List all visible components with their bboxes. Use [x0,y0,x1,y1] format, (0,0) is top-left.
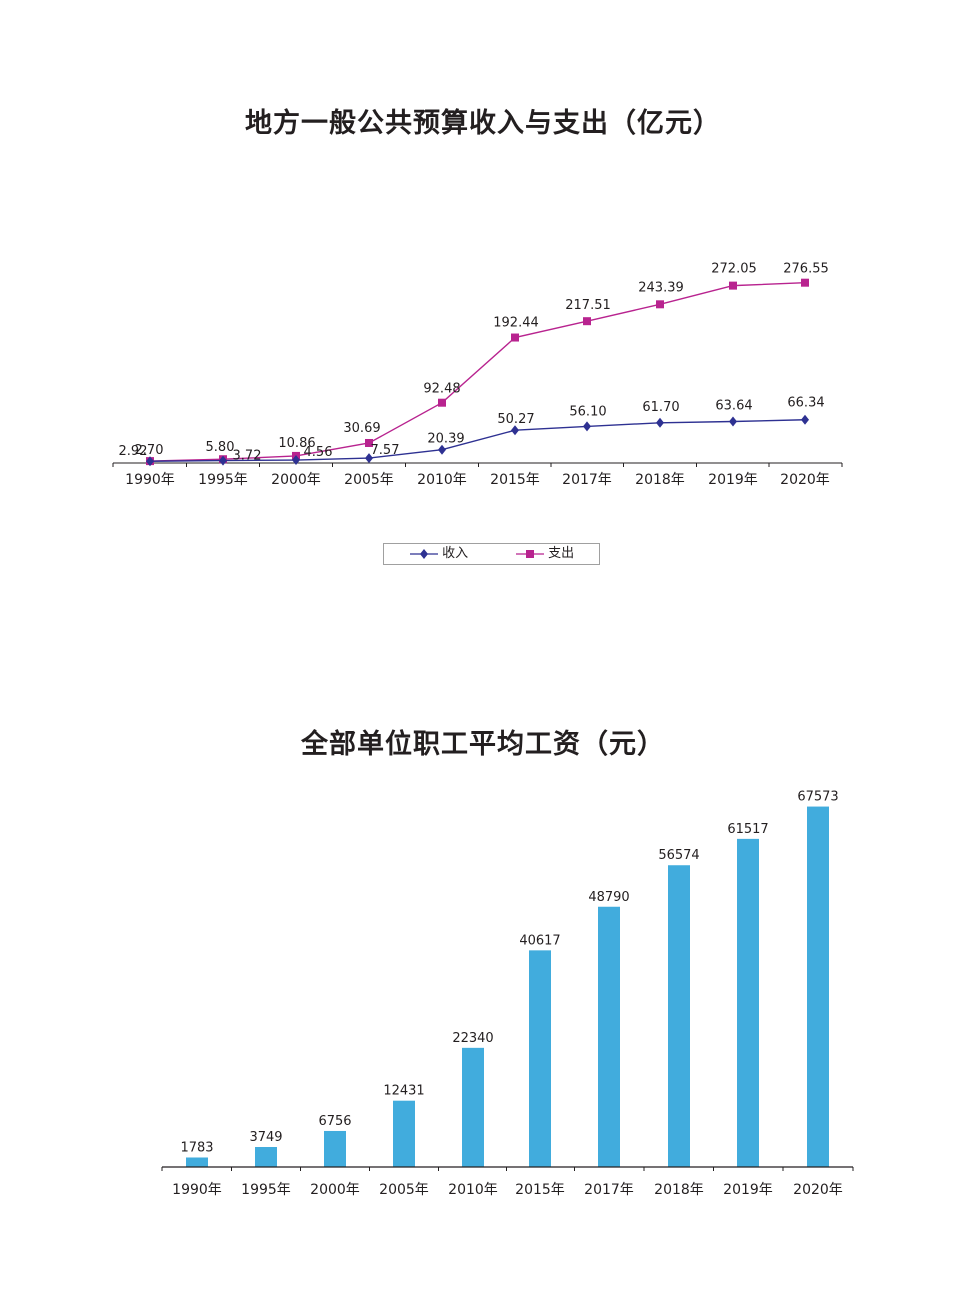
x-tick-label: 2015年 [515,1182,565,1198]
data-point-expenditure [365,438,373,447]
data-label-expenditure: 2.92 [119,444,148,459]
data-label-expenditure: 10.86 [278,436,315,451]
data-label-expenditure: 217.51 [565,298,611,313]
data-point-income [438,444,446,455]
data-point-expenditure [438,398,446,407]
x-tick-label: 2020年 [793,1182,843,1198]
data-label-expenditure: 5.80 [206,440,235,455]
x-tick-label: 2018年 [635,472,685,488]
data-label-expenditure: 30.69 [343,421,380,436]
data-point-expenditure [656,300,664,309]
data-point-income [656,417,664,428]
x-tick-label: 1995年 [198,472,248,488]
legend-expenditure-marker [516,550,544,558]
data-label-income: 2.70 [135,443,164,458]
data-label: 48790 [588,890,629,905]
data-label-expenditure: 276.55 [783,262,829,277]
x-tick-label: 2010年 [417,472,467,488]
x-tick-label: 2005年 [379,1182,429,1198]
data-label: 67573 [797,790,838,805]
data-label-expenditure: 272.05 [711,262,757,277]
bar [462,1047,484,1167]
x-tick-label: 1990年 [125,472,175,488]
bar [598,906,620,1167]
legend-expenditure-label: 支出 [548,546,575,561]
x-tick-label: 2015年 [490,472,540,488]
data-label: 40617 [519,933,560,948]
x-tick-label: 1995年 [241,1182,291,1198]
data-point-income [365,453,373,464]
data-label-income: 66.34 [787,396,824,411]
data-label: 6756 [318,1114,351,1129]
chart1-plot: 1990年 1995年 2000年 2005年 2010年 2015年 2017年 2018年… [112,262,843,488]
x-tick-label: 2017年 [584,1182,634,1198]
data-label: 22340 [452,1031,493,1046]
x-tick-label: 2020年 [780,472,830,488]
data-label-income: 4.56 [304,445,333,460]
bar [529,950,551,1167]
data-label-expenditure: 243.39 [638,280,684,295]
x-tick-label: 2019年 [708,472,758,488]
bar [737,838,759,1167]
data-label-income: 20.39 [427,432,464,447]
legend-income-marker [410,549,438,559]
x-tick-label: 2018年 [654,1182,704,1198]
data-label: 3749 [249,1130,282,1145]
series-line-expenditure [149,281,806,462]
data-label: 61517 [727,822,768,837]
series-line-income [149,419,806,462]
bar [668,865,690,1167]
data-point-income [729,416,737,427]
data-point-income [801,414,809,425]
bar [393,1100,415,1167]
x-tick-label: 2010年 [448,1182,498,1198]
data-label-expenditure: 92.48 [423,382,460,397]
x-tick-label: 2000年 [271,472,321,488]
data-point-expenditure [511,333,519,342]
chart1-legend: 收入 支出 [383,543,600,565]
legend-item-income: 收入 [410,547,468,561]
x-tick-label: 2017年 [562,472,612,488]
data-point-income [583,421,591,432]
data-label-income: 50.27 [497,412,534,427]
data-point-expenditure [583,317,591,326]
x-tick-label: 1990年 [172,1182,222,1198]
data-label-expenditure: 192.44 [493,316,539,331]
data-label-income: 7.57 [371,443,400,458]
data-label-income: 63.64 [715,399,752,414]
x-tick-label: 2005年 [344,472,394,488]
bar [255,1147,277,1167]
data-point-expenditure [729,281,737,290]
chart2-title: 全部单位职工平均工资（元） [301,729,665,760]
bar [324,1130,346,1167]
data-label-income: 56.10 [569,404,606,419]
bar [186,1157,208,1167]
data-point-expenditure [801,278,809,287]
x-tick-label: 2019年 [723,1182,773,1198]
data-point-income [146,456,154,467]
data-label: 1783 [180,1140,213,1155]
data-point-income [292,455,300,466]
data-point-income [219,455,227,466]
data-label-income: 3.72 [233,449,262,464]
bar [807,806,829,1167]
x-tick-label: 2000年 [310,1182,360,1198]
legend-income-label: 收入 [442,546,469,561]
data-label-income: 61.70 [642,400,679,415]
chart1-title: 地方一般公共预算收入与支出（亿元） [245,108,721,139]
data-label: 12431 [383,1084,424,1099]
data-label: 56574 [658,848,699,863]
legend-item-expenditure: 支出 [516,547,574,561]
data-point-income [511,425,519,436]
